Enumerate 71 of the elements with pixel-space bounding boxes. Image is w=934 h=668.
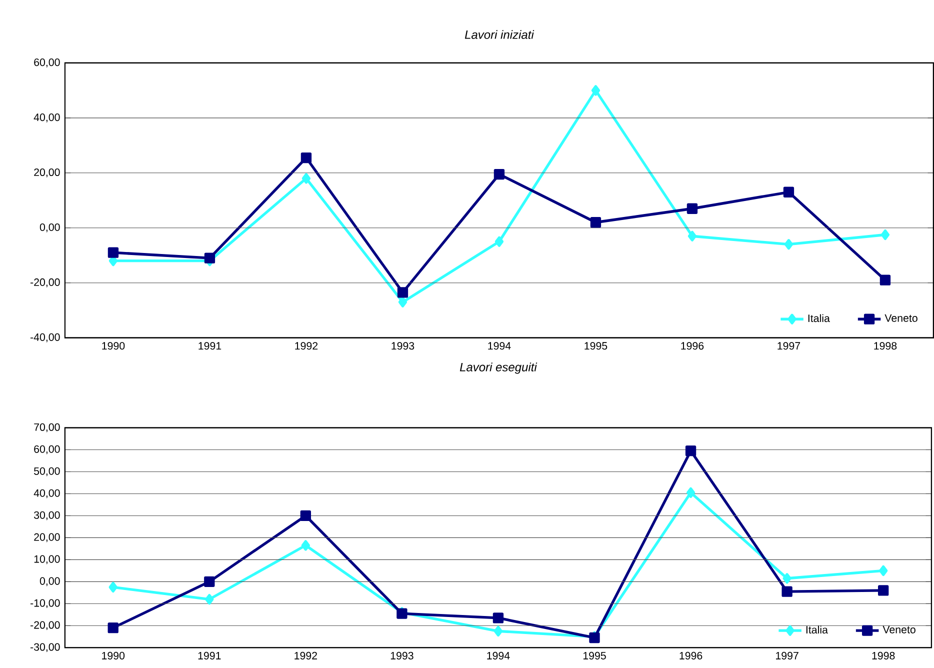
point (590, 217, 602, 228)
legend-label: Veneto (882, 626, 916, 634)
point (685, 446, 696, 456)
y-tick-label: -20,00 (30, 278, 60, 288)
y-tick-label: 30,00 (34, 512, 60, 520)
x-tick-label: 1995 (584, 342, 608, 350)
x-tick-label: 1996 (681, 342, 704, 350)
y-tick-label: -20,00 (30, 621, 60, 630)
x-tick-label: 1994 (488, 342, 511, 350)
point (494, 626, 503, 637)
x-tick-label: 1992 (294, 652, 317, 660)
point (782, 586, 792, 598)
point (784, 239, 794, 250)
y-tick-label: 40,00 (34, 490, 60, 498)
point (108, 622, 118, 634)
point (880, 230, 890, 240)
y-tick-label: 60,00 (34, 446, 60, 454)
x-tick-label: 1992 (295, 342, 318, 350)
y-tick-label: 70,00 (34, 424, 60, 432)
point (108, 247, 119, 258)
y-tick-label: 60,00 (34, 58, 60, 68)
y-tick-label: -40,00 (30, 334, 60, 342)
point (688, 230, 697, 242)
point (108, 582, 118, 593)
x-tick-label: 1995 (583, 652, 606, 660)
x-tick-label: 1998 (872, 652, 895, 660)
y-tick-label: 20,00 (34, 168, 60, 178)
y-tick-label: 0,00 (40, 577, 60, 586)
point (494, 236, 504, 248)
chart-title: Lavori eseguiti (460, 362, 538, 374)
x-tick-label: 1998 (874, 342, 897, 350)
x-tick-label: 1997 (776, 652, 798, 660)
x-tick-label: 1993 (392, 342, 414, 350)
point (302, 173, 311, 184)
y-tick-label: 50,00 (34, 468, 60, 476)
x-tick-label: 1991 (198, 342, 222, 350)
x-tick-label: 1991 (198, 652, 221, 660)
x-tick-label: 1996 (680, 652, 702, 660)
y-tick-label: -10,00 (30, 599, 60, 608)
y-tick-label: 40,00 (34, 114, 60, 123)
x-tick-label: 1990 (102, 342, 125, 350)
point (782, 573, 792, 584)
point (301, 540, 310, 551)
legend-label: Italia (808, 314, 830, 322)
chart-title: Lavori iniziati (464, 30, 534, 40)
x-tick-label: 1993 (390, 652, 414, 660)
x-tick-label: 1997 (778, 342, 800, 350)
y-tick-label: 20,00 (34, 533, 60, 542)
y-tick-label: 10,00 (34, 555, 60, 564)
point (879, 566, 888, 576)
point (204, 576, 215, 588)
point (591, 85, 600, 96)
legend-label: Veneto (884, 314, 918, 322)
point (398, 296, 408, 308)
point (300, 510, 311, 522)
point (204, 252, 216, 264)
point (686, 203, 698, 214)
point (880, 274, 891, 286)
point (492, 612, 504, 624)
x-tick-label: 1994 (487, 652, 510, 660)
x-tick-label: 1990 (102, 652, 125, 660)
point (686, 487, 696, 498)
point (300, 152, 312, 164)
point (205, 594, 214, 605)
point (494, 169, 505, 180)
point (397, 287, 408, 298)
legend-label: Italia (806, 626, 828, 634)
y-tick-label: -30,00 (30, 643, 60, 652)
point (878, 585, 889, 596)
point (783, 186, 794, 198)
y-tick-label: 0,00 (40, 224, 60, 232)
